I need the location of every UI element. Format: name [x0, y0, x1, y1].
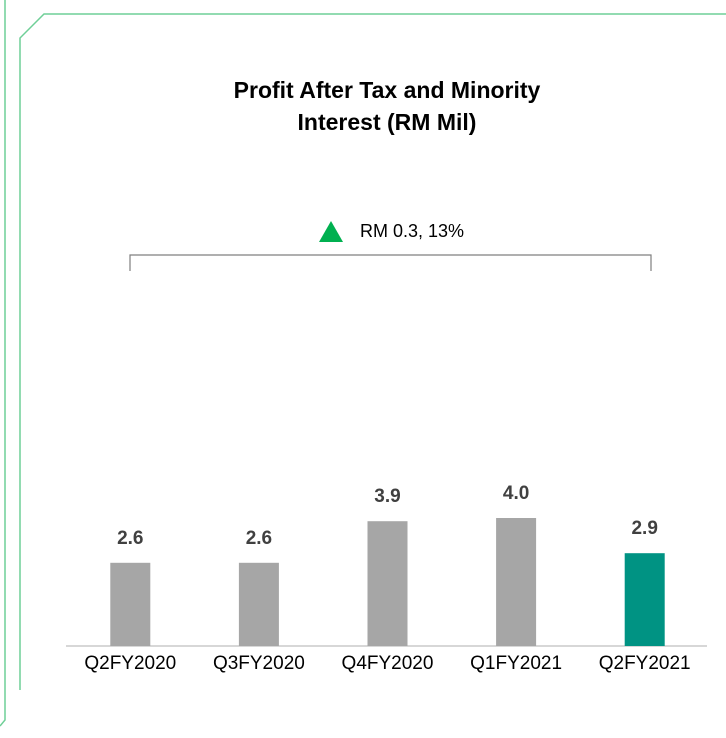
bar	[624, 553, 665, 646]
x-tick-label: Q3FY2020	[213, 653, 305, 674]
bracket	[129, 254, 652, 271]
bar	[367, 521, 408, 646]
value-label: 3.9	[374, 486, 400, 507]
bar	[110, 562, 151, 646]
x-tick-label: Q1FY2021	[470, 653, 562, 674]
x-tick-label: Q4FY2020	[342, 653, 434, 674]
chart-title: Profit After Tax and Minority	[234, 77, 541, 103]
value-label: 2.9	[631, 518, 657, 539]
annotation: RM 0.3, 13%	[360, 221, 464, 241]
x-tick-label: Q2FY2021	[599, 653, 691, 674]
value-label: 2.6	[246, 528, 272, 549]
value-label: 2.6	[117, 528, 143, 549]
bar	[496, 518, 537, 646]
chart-title: Interest (RM Mil)	[298, 109, 477, 135]
frame	[19, 13, 726, 690]
value-label: 4.0	[503, 483, 529, 504]
bar	[238, 562, 279, 646]
frame-left	[0, 0, 6, 727]
x-tick-label: Q2FY2020	[84, 653, 176, 674]
up-arrow	[319, 221, 343, 242]
